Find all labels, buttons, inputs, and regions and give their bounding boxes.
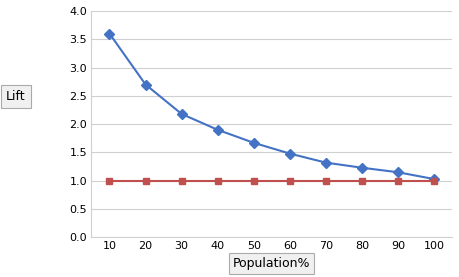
Text: Lift: Lift (6, 91, 26, 104)
X-axis label: Population%: Population% (233, 257, 310, 270)
